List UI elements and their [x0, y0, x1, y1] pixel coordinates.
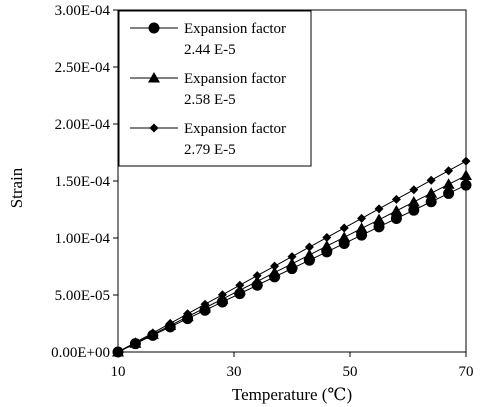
y-tick-label: 5.00E-05: [55, 288, 110, 304]
data-point: [235, 280, 245, 290]
legend-label: Expansion factor: [184, 121, 286, 137]
y-tick-label: 2.00E-04: [55, 117, 111, 133]
legend-label: Expansion factor: [184, 21, 286, 37]
x-axis: 10 30 50 70: [111, 352, 474, 380]
data-point: [320, 240, 333, 251]
data-point: [217, 290, 227, 300]
data-point: [130, 337, 140, 347]
y-axis-title: Strain: [7, 167, 26, 208]
data-point: [442, 178, 455, 189]
data-point: [443, 187, 455, 199]
data-point: [355, 222, 368, 233]
y-tick-label: 1.00E-04: [55, 231, 111, 247]
data-point: [183, 309, 193, 319]
x-tick-label: 70: [459, 364, 474, 380]
x-tick-label: 30: [227, 364, 242, 380]
y-tick-label: 1.50E-04: [55, 174, 111, 190]
data-point: [461, 156, 471, 166]
data-point: [374, 204, 384, 214]
data-point: [251, 275, 264, 286]
legend-marker: [148, 22, 160, 34]
series-triangle: [112, 169, 472, 357]
data-point: [425, 196, 437, 208]
series-diamond: [113, 156, 471, 357]
y-axis: 0.00E+00 5.00E-05 1.00E-04 1.50E-04 2.00E-04…: [51, 3, 118, 361]
data-point: [426, 175, 436, 185]
x-axis-title: Temperature (℃): [232, 385, 352, 404]
data-point: [286, 257, 298, 269]
data-point: [460, 179, 472, 191]
x-tick-label: 50: [343, 364, 358, 380]
y-tick-label: 2.50E-04: [55, 60, 111, 76]
data-point: [409, 185, 419, 195]
data-point: [200, 299, 210, 309]
data-point: [338, 231, 351, 242]
x-tick-label: 10: [111, 364, 126, 380]
data-point: [357, 213, 367, 223]
data-point: [407, 195, 420, 207]
y-tick-label: 3.00E-04: [55, 3, 111, 19]
data-point: [287, 252, 297, 262]
data-point: [391, 194, 401, 204]
data-point: [373, 213, 385, 225]
data-point: [303, 248, 316, 260]
data-point: [408, 204, 420, 216]
data-point: [148, 328, 158, 338]
legend-box: [118, 10, 312, 167]
data-point: [322, 233, 332, 243]
data-point: [252, 271, 262, 281]
legend-label: 2.58 E-5: [184, 92, 236, 108]
data-point: [268, 266, 281, 278]
legend-marker: [149, 123, 159, 133]
y-tick-label: 0.00E+00: [51, 345, 110, 361]
data-point: [425, 187, 438, 198]
legend-marker: [148, 72, 160, 83]
data-point: [304, 242, 314, 252]
data-point: [270, 261, 280, 271]
series-layer: [112, 156, 472, 358]
legend-label: 2.79 E-5: [184, 142, 236, 158]
data-point: [390, 204, 403, 216]
legend: Expansion factor 2.44 E-5 Expansion factor…: [118, 10, 312, 167]
data-point: [444, 166, 454, 176]
data-point: [339, 223, 349, 233]
legend-label: 2.44 E-5: [184, 42, 236, 58]
data-point: [460, 169, 472, 181]
data-point: [390, 213, 402, 225]
legend-label: Expansion factor: [184, 71, 286, 87]
data-point: [165, 318, 175, 328]
